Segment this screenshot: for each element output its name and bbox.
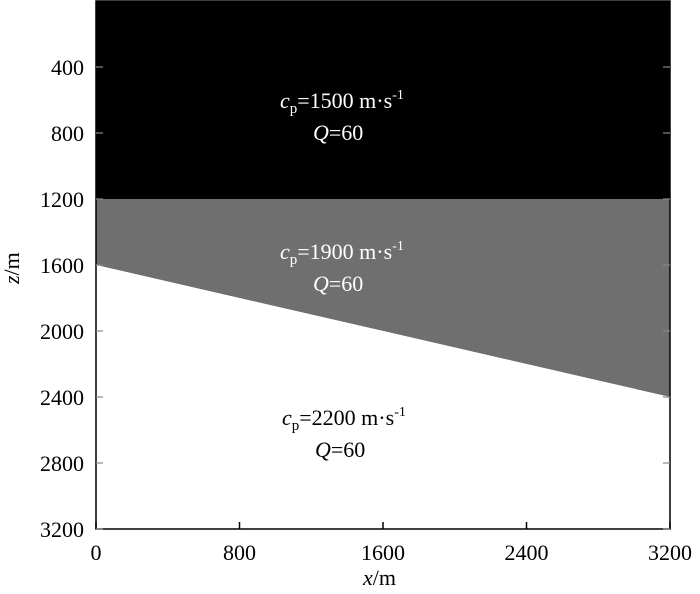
y-tick-label: 2800 <box>40 451 84 476</box>
y-tick-label: 2000 <box>40 319 84 344</box>
model-layers <box>96 1 670 529</box>
x-axis-ticks: 0 800 1600 2400 3200 <box>91 522 692 565</box>
x-tick-label: 1600 <box>361 540 405 565</box>
y-tick-label: 400 <box>51 55 84 80</box>
layer-3 <box>96 265 670 529</box>
y-tick-label: 1600 <box>40 253 84 278</box>
layer-2-annotation: cp=1900 m·s-1 Q=60 <box>280 239 404 296</box>
y-tick-label: 3200 <box>40 517 84 542</box>
y-tick-label: 1200 <box>40 187 84 212</box>
x-tick-label: 2400 <box>505 540 549 565</box>
y-tick-label: 2400 <box>40 385 84 410</box>
y-axis-title: z/m <box>0 252 24 285</box>
layer-1-cp-label: cp=1500 m·s-1 <box>280 88 404 117</box>
layer-1-annotation: cp=1500 m·s-1 Q=60 <box>280 88 404 145</box>
y-axis-ticks: 400 800 1200 1600 2000 2400 2800 3200 <box>40 55 670 542</box>
layer-3-q-label: Q=60 <box>315 437 365 462</box>
layer-1 <box>96 1 670 199</box>
y-tick-label: 800 <box>51 121 84 146</box>
layer-2 <box>96 199 670 397</box>
x-tick-label: 800 <box>223 540 256 565</box>
x-tick-label: 0 <box>91 540 102 565</box>
layer-1-q-label: Q=60 <box>313 120 363 145</box>
x-axis-title: x/m <box>362 565 396 590</box>
layer-2-cp-label: cp=1900 m·s-1 <box>280 239 404 268</box>
x-tick-label: 3200 <box>648 540 692 565</box>
layer-3-cp-label: cp=2200 m·s-1 <box>282 405 406 434</box>
layer-3-annotation: cp=2200 m·s-1 Q=60 <box>282 405 406 462</box>
layer-2-q-label: Q=60 <box>313 271 363 296</box>
